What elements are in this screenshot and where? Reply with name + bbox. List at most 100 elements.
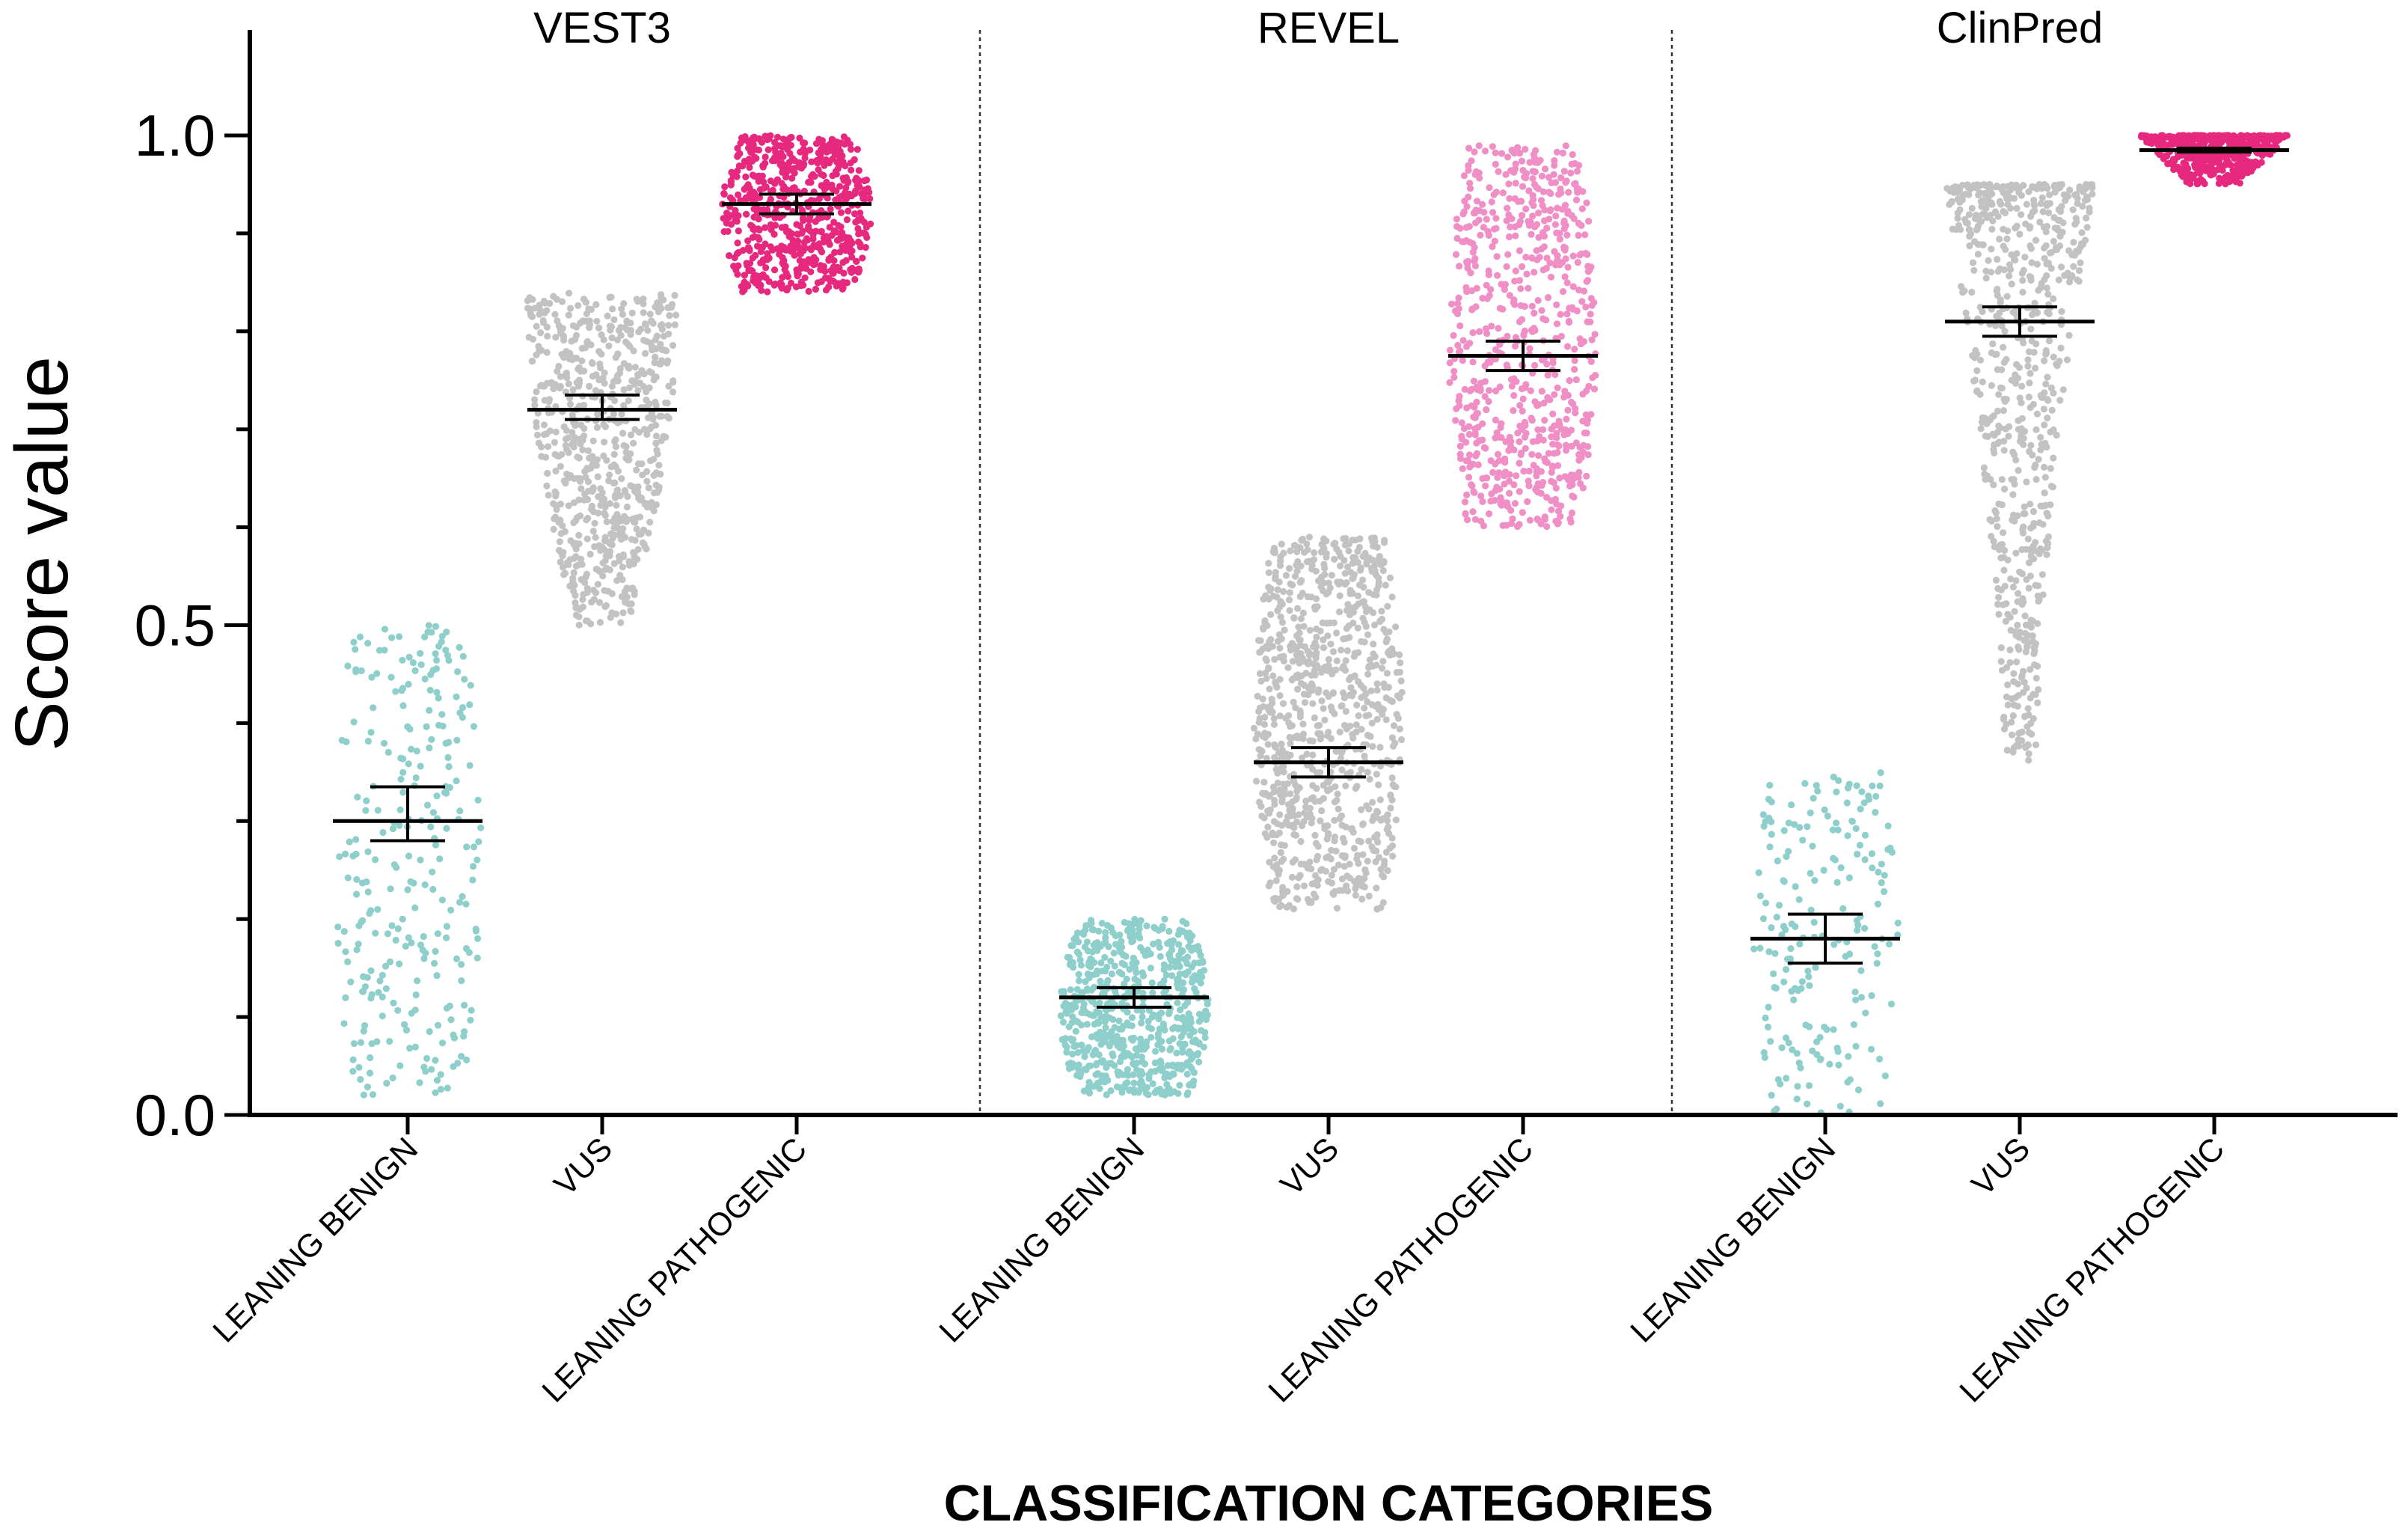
data-point	[1525, 477, 1532, 485]
data-point	[1780, 877, 1787, 884]
data-point	[543, 482, 551, 490]
data-point	[616, 572, 624, 579]
data-point	[1293, 548, 1301, 556]
data-point	[560, 423, 568, 430]
data-point	[801, 154, 809, 162]
data-point	[1573, 168, 1581, 175]
data-point	[1372, 702, 1379, 710]
data-point	[645, 484, 652, 492]
data-point	[1265, 569, 1272, 577]
data-point	[1374, 838, 1382, 846]
data-point	[655, 302, 663, 310]
data-point	[454, 668, 462, 676]
data-point	[1162, 971, 1170, 979]
data-point	[1965, 191, 1973, 198]
data-point	[1133, 1059, 1141, 1067]
data-point	[569, 429, 576, 436]
data-point	[1379, 566, 1387, 575]
data-point	[1370, 641, 1377, 648]
data-point	[1091, 983, 1098, 991]
data-point	[1087, 955, 1094, 962]
data-point	[1557, 332, 1565, 340]
data-point	[1388, 645, 1396, 653]
data-point	[529, 358, 536, 365]
data-point	[1991, 432, 1998, 439]
data-point	[2029, 715, 2037, 723]
data-point	[765, 254, 773, 262]
data-point	[1876, 782, 1884, 789]
data-point	[1473, 410, 1480, 418]
data-point	[1569, 492, 1576, 500]
data-point	[759, 163, 767, 171]
data-point	[2034, 183, 2042, 190]
data-point	[1461, 198, 1468, 205]
data-point	[633, 514, 640, 522]
data-point	[533, 431, 542, 438]
data-point	[426, 744, 433, 752]
data-point	[379, 828, 387, 837]
data-point	[2015, 646, 2023, 653]
data-point	[560, 331, 567, 339]
data-point	[1520, 330, 1528, 337]
data-point	[2007, 575, 2015, 583]
data-point	[1287, 580, 1294, 587]
data-point	[1296, 707, 1304, 715]
data-point	[863, 224, 870, 231]
data-point	[1286, 733, 1293, 742]
data-point	[2077, 259, 2084, 266]
data-point	[543, 430, 551, 438]
data-point	[1067, 959, 1074, 966]
data-point	[1133, 969, 1140, 977]
data-point	[2006, 646, 2014, 654]
data-point	[1466, 463, 1474, 471]
data-point	[588, 359, 596, 367]
data-point	[477, 824, 485, 831]
data-point	[720, 215, 727, 222]
data-point	[1373, 884, 1380, 892]
data-point	[589, 437, 597, 444]
data-point	[727, 221, 735, 228]
data-point	[2015, 730, 2023, 737]
data-point	[1305, 685, 1312, 692]
data-point	[652, 433, 661, 440]
data-point	[1563, 231, 1571, 239]
data-point	[1382, 629, 1390, 636]
data-point	[1995, 391, 2003, 398]
data-point	[537, 329, 545, 337]
data-point	[387, 885, 394, 893]
data-point	[1541, 207, 1548, 214]
data-point	[569, 575, 577, 582]
data-point	[1361, 704, 1368, 712]
data-point	[1543, 361, 1551, 368]
data-point	[1518, 263, 1526, 270]
data-point	[1992, 209, 2000, 216]
data-point	[750, 133, 758, 141]
data-point	[1304, 546, 1311, 554]
data-point	[1557, 311, 1564, 318]
data-point	[822, 233, 830, 240]
data-point	[347, 978, 355, 985]
data-point	[633, 525, 640, 533]
data-point	[1498, 501, 1505, 509]
data-point	[1290, 905, 1297, 913]
data-point	[2014, 621, 2021, 629]
data-point	[817, 228, 824, 236]
data-point	[726, 252, 733, 260]
data-point	[1452, 417, 1459, 424]
data-point	[1469, 329, 1477, 337]
data-point	[572, 611, 580, 619]
data-point	[2050, 237, 2057, 245]
data-point	[1858, 788, 1866, 795]
data-point	[799, 215, 807, 222]
data-point	[474, 856, 481, 864]
data-point	[1359, 614, 1367, 622]
data-point	[1497, 424, 1504, 432]
data-point	[1538, 482, 1545, 489]
data-point	[1176, 1081, 1183, 1089]
data-point	[1533, 183, 1540, 191]
data-point	[2018, 211, 2025, 219]
data-point	[470, 843, 478, 851]
data-point	[1489, 209, 1497, 216]
data-point	[1252, 777, 1260, 785]
data-point	[1365, 837, 1373, 845]
